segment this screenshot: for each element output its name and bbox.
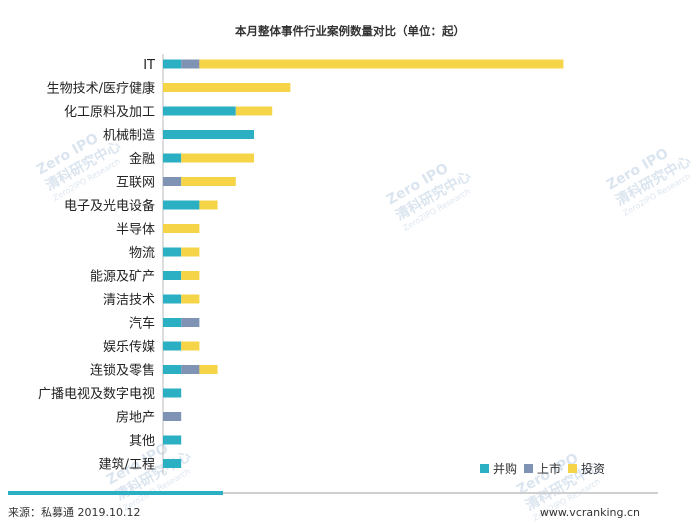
legend: 并购 上市 投资 <box>480 461 605 476</box>
bar-segment <box>163 341 182 351</box>
category-label: 化工原料及加工 <box>64 105 155 120</box>
legend-label: 上市 <box>537 461 561 476</box>
category-label: 房地产 <box>116 410 155 426</box>
bar-segment <box>181 153 254 163</box>
footer-divider <box>223 492 658 494</box>
bar-segment <box>163 294 182 304</box>
bar-segment <box>163 59 182 69</box>
category-label: 汽车 <box>129 316 155 332</box>
source-text: 来源：私募通 2019.10.12 <box>8 505 140 519</box>
bars-group <box>162 54 564 474</box>
bar-segment <box>163 153 182 163</box>
legend-swatch <box>568 464 577 473</box>
website-text: www.vcranking.cn <box>540 506 640 519</box>
watermark-group: Zero IPO 清科研究中心 Zero2IPO Research Zero I… <box>34 130 694 522</box>
bar-segment <box>163 224 200 233</box>
bar-segment <box>199 365 218 374</box>
bar-segment <box>181 341 200 351</box>
legend-swatch <box>480 464 489 473</box>
bar-segment <box>163 388 182 398</box>
bar-segment <box>163 247 182 257</box>
category-label: IT <box>143 58 155 73</box>
bar-segment <box>181 365 200 374</box>
bar-segment <box>181 247 200 257</box>
bar-segment <box>235 106 273 116</box>
bar-segment <box>163 83 291 92</box>
legend-swatch <box>524 464 533 473</box>
bar-segment <box>163 271 182 280</box>
category-label: 半导体 <box>116 223 155 238</box>
category-label: 清洁技术 <box>103 293 155 308</box>
bar-segment <box>163 106 236 116</box>
category-label: 建筑/工程 <box>99 457 155 473</box>
footer-accent-bar <box>8 491 223 495</box>
category-labels: IT 生物技术/医疗健康化工原料及加工机械制造金融互联网电子及光电设备半导体物流能… <box>38 58 155 473</box>
category-label: 连锁及零售 <box>90 363 155 379</box>
bar-segment <box>181 59 200 69</box>
bar-segment <box>163 318 182 327</box>
bar-segment <box>181 294 200 304</box>
bar-segment <box>163 200 200 210</box>
category-label: 娱乐传媒 <box>103 340 155 355</box>
category-label: 其他 <box>129 434 155 449</box>
bar-segment <box>181 177 236 186</box>
bar-segment <box>181 318 200 327</box>
bar-segment <box>163 459 182 468</box>
legend-label: 并购 <box>493 461 517 476</box>
bar-segment <box>163 435 182 445</box>
chart-title: 本月整体事件行业案例数量对比（单位：起） <box>235 24 465 38</box>
bar-segment <box>163 365 182 374</box>
category-label: 生物技术/医疗健康 <box>47 81 155 97</box>
bar-segment <box>199 59 564 69</box>
bar-segment <box>181 271 200 280</box>
bar-segment <box>199 200 218 210</box>
bar-segment <box>163 130 254 139</box>
category-label: 广播电视及数字电视 <box>38 387 155 402</box>
legend-label: 投资 <box>581 461 605 476</box>
category-label: 金融 <box>129 151 155 167</box>
category-label: 能源及矿产 <box>90 270 155 285</box>
category-label: 机械制造 <box>103 129 155 144</box>
category-label: 电子及光电设备 <box>64 198 155 214</box>
category-label: 物流 <box>129 246 155 261</box>
category-label: 互联网 <box>116 176 155 191</box>
bar-segment <box>163 177 182 186</box>
bar-segment <box>163 412 182 421</box>
